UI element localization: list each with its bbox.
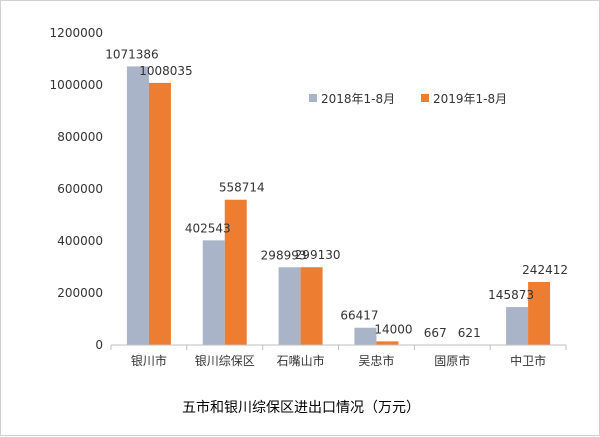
bar-2019 — [301, 267, 323, 345]
y-tick-label: 400000 — [57, 234, 103, 248]
data-label-2019: 14000 — [374, 322, 412, 336]
x-category-label: 银川综保区 — [195, 354, 255, 368]
y-tick-label: 1000000 — [50, 78, 103, 92]
x-category-label: 吴忠市 — [358, 353, 394, 368]
data-label-2018: 145873 — [488, 288, 534, 302]
y-tick-label: 0 — [95, 338, 103, 352]
bar-2019 — [376, 341, 398, 345]
data-label-2019: 1008035 — [139, 64, 192, 78]
data-label-2019: 621 — [458, 326, 481, 340]
x-category-label: 石嘴山市 — [277, 353, 325, 368]
data-label-2019: 558714 — [219, 181, 265, 195]
chart-title: 五市和银川综保区进出口情况（万元） — [182, 399, 420, 416]
y-tick-label: 1200000 — [50, 26, 103, 40]
legend-swatch — [421, 94, 429, 102]
bar-2018 — [203, 240, 225, 345]
y-tick-label: 600000 — [57, 182, 103, 196]
x-axis-category-labels: 银川市 银川综保区 石嘴山市 吴忠市 固原市 中卫市 — [131, 353, 546, 368]
data-label-2019: 242412 — [522, 263, 568, 277]
bar-2018 — [127, 66, 149, 345]
bars — [127, 66, 550, 345]
x-category-label: 中卫市 — [510, 353, 546, 368]
y-tick-label: 800000 — [57, 130, 103, 144]
bar-2018 — [354, 328, 376, 345]
bar-2018 — [506, 307, 528, 345]
x-axis-ticks — [111, 345, 566, 350]
y-tick-label: 200000 — [57, 286, 103, 300]
bar-2019 — [149, 83, 171, 345]
bar-2018 — [279, 267, 301, 345]
legend: 2018年1-8月 2019年1-8月 — [309, 92, 507, 106]
y-axis-tick-labels: 0 200000 400000 600000 800000 1000000 1200000 — [50, 26, 103, 352]
data-label-2018: 667 — [424, 326, 447, 340]
legend-label: 2018年1-8月 — [321, 92, 395, 106]
data-label-2018: 66417 — [340, 309, 378, 323]
data-label-2019: 299130 — [295, 248, 341, 262]
legend-label: 2019年1-8月 — [433, 92, 507, 106]
data-label-2018: 1071386 — [105, 47, 158, 61]
legend-swatch — [309, 94, 317, 102]
x-category-label: 固原市 — [434, 353, 470, 368]
x-category-label: 银川市 — [131, 353, 167, 368]
data-label-2018: 402543 — [185, 221, 231, 235]
